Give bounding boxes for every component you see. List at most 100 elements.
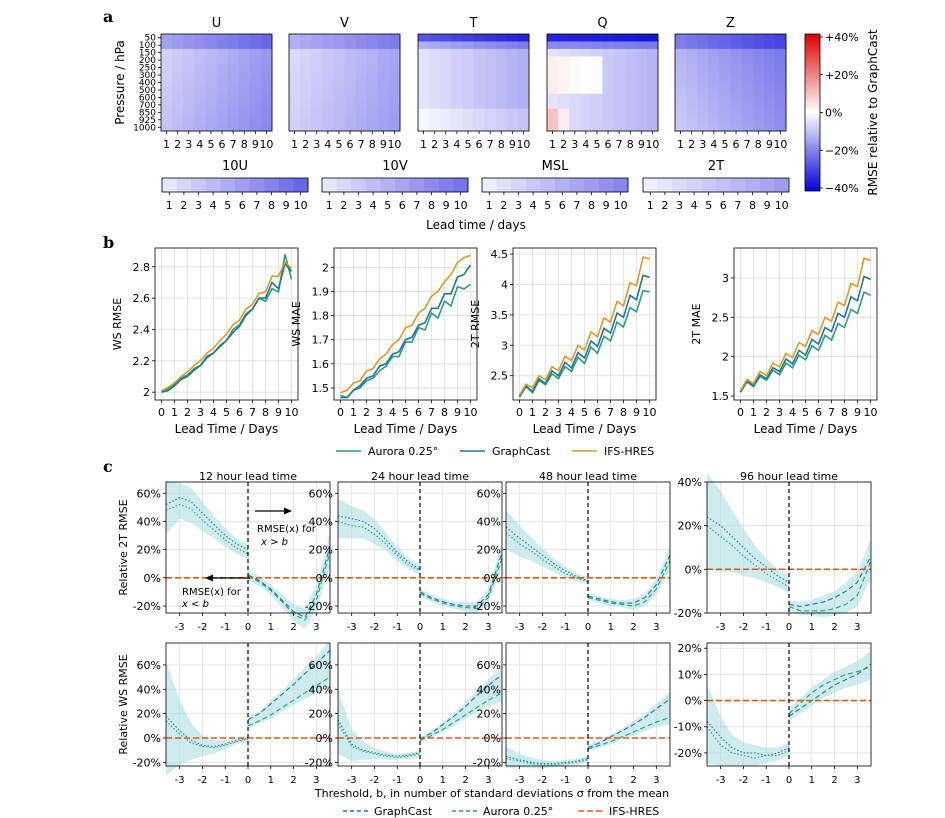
tick-label: 8 <box>841 406 848 419</box>
tick-label: -2 <box>197 622 207 633</box>
subplot-title: 12 hour lead time <box>199 470 297 483</box>
heatmap-cell <box>161 93 173 102</box>
heatmap-cell <box>333 86 345 95</box>
heatmap-cell <box>377 108 390 117</box>
heatmap-cell <box>741 101 754 110</box>
axis-xlabel: Lead Time / Days <box>175 422 279 436</box>
tick-label: 10 <box>773 138 787 151</box>
tick-label: 2 <box>462 775 468 786</box>
heatmap-cell <box>311 71 323 80</box>
heatmap-cell <box>289 78 301 87</box>
heatmap-cell <box>730 78 742 87</box>
heatmap-cell <box>569 78 581 87</box>
tick-label: 20% <box>309 708 333 721</box>
tick-label: 7 <box>573 199 580 212</box>
heatmap-cell <box>613 48 626 57</box>
heatmap-cell <box>730 116 742 124</box>
tick-label: -2 <box>369 622 379 633</box>
tick-label: 3 <box>515 199 522 212</box>
tick-label: -3 <box>515 622 525 633</box>
heatmap-cell <box>418 41 430 50</box>
heatmap-cell <box>741 93 754 102</box>
tick-label: 7 <box>428 406 435 419</box>
heatmap-cell <box>388 71 401 80</box>
tick-label: 3 <box>571 138 578 151</box>
tick-label: 1 <box>420 138 427 151</box>
tick-label: 0% <box>685 563 702 576</box>
heatmap-cell <box>344 101 356 110</box>
heatmap-cell <box>686 86 698 95</box>
heatmap-cell <box>569 34 581 42</box>
heatmap-cell <box>216 78 228 87</box>
heatmap-cell <box>701 178 717 192</box>
heatmap-cell <box>569 108 581 117</box>
heatmap-cell <box>675 41 687 50</box>
heatmap-cell <box>613 108 626 117</box>
heatmap-cell <box>289 56 301 65</box>
heatmap-cell <box>172 108 184 117</box>
legend-label: IFS-HRES <box>604 445 654 458</box>
heatmap-cell <box>643 178 658 192</box>
heatmap-cell <box>344 123 356 132</box>
heatmap-cell <box>598 178 614 192</box>
heatmap-cell <box>591 116 603 124</box>
heatmap-cell <box>686 116 698 124</box>
heatmap-cell <box>517 123 530 132</box>
subplot-c-1-3: -3 -2 -1 0 1 2 3 -20% 0% 20% 40% 60% 48 hour lead ti… <box>473 470 671 633</box>
heatmap-cell <box>517 116 530 124</box>
heatmap-cell <box>675 71 687 80</box>
series-line-graphcast <box>165 715 249 748</box>
heatmap-cell <box>719 123 731 132</box>
heatmap-cell <box>719 34 731 42</box>
heatmap-cell <box>311 123 323 132</box>
heatmap-cell <box>613 93 626 102</box>
tick-label: 6 <box>236 406 243 419</box>
heatmap-cell <box>172 56 184 65</box>
tick-label: 5 <box>223 406 230 419</box>
tick-label: 9 <box>283 199 290 212</box>
heatmap-cell <box>238 108 251 117</box>
tick-label: 20% <box>477 544 501 557</box>
heatmap-cell <box>613 123 626 132</box>
heatmap-cell <box>558 93 570 102</box>
heatmap-cell <box>377 116 390 124</box>
heatmap-cell <box>388 63 401 72</box>
tick-label: 9 <box>638 138 645 151</box>
heatmap-cell <box>377 123 390 132</box>
heatmap-cell <box>377 78 390 87</box>
heatmap-cell <box>238 71 251 80</box>
heatmap-cell <box>558 101 570 110</box>
heatmap-cell <box>366 63 379 72</box>
heatmap-cell <box>451 108 463 117</box>
heatmap-cell <box>635 78 648 87</box>
heatmap-cell <box>355 78 368 87</box>
heatmap-cell <box>366 108 379 117</box>
tick-label: 6 <box>476 138 483 151</box>
heatmap-cell <box>774 86 787 95</box>
heatmap-cell <box>377 56 390 65</box>
tick-label: 9 <box>443 199 450 212</box>
tick-label: 10 <box>294 199 308 212</box>
heatmap-cell <box>311 93 323 102</box>
heatmap-cell <box>484 86 497 95</box>
tick-label: 2 <box>831 622 837 633</box>
tick-label: 1.9 <box>312 285 330 298</box>
heatmap-cell <box>344 71 356 80</box>
heatmap-cell <box>547 78 559 87</box>
series-line-aurora <box>165 720 249 749</box>
tick-label: 40% <box>137 683 161 696</box>
heatmap-cell <box>686 41 698 50</box>
surface-heatmap-2t: 2T 1 2 3 4 5 6 7 8 9 10 <box>642 159 790 212</box>
heatmap-cell <box>473 41 485 50</box>
tick-label: 2.6 <box>133 292 151 305</box>
legend-label: GraphCast <box>374 805 433 818</box>
tick-label: 3 <box>355 199 362 212</box>
heatmap-cell <box>161 56 173 65</box>
heatmap-cell <box>569 48 581 57</box>
heatmap-cell <box>249 108 262 117</box>
heatmap-cell <box>484 101 497 110</box>
heatmap-cell <box>675 123 687 132</box>
tick-label: 2 <box>722 351 729 364</box>
